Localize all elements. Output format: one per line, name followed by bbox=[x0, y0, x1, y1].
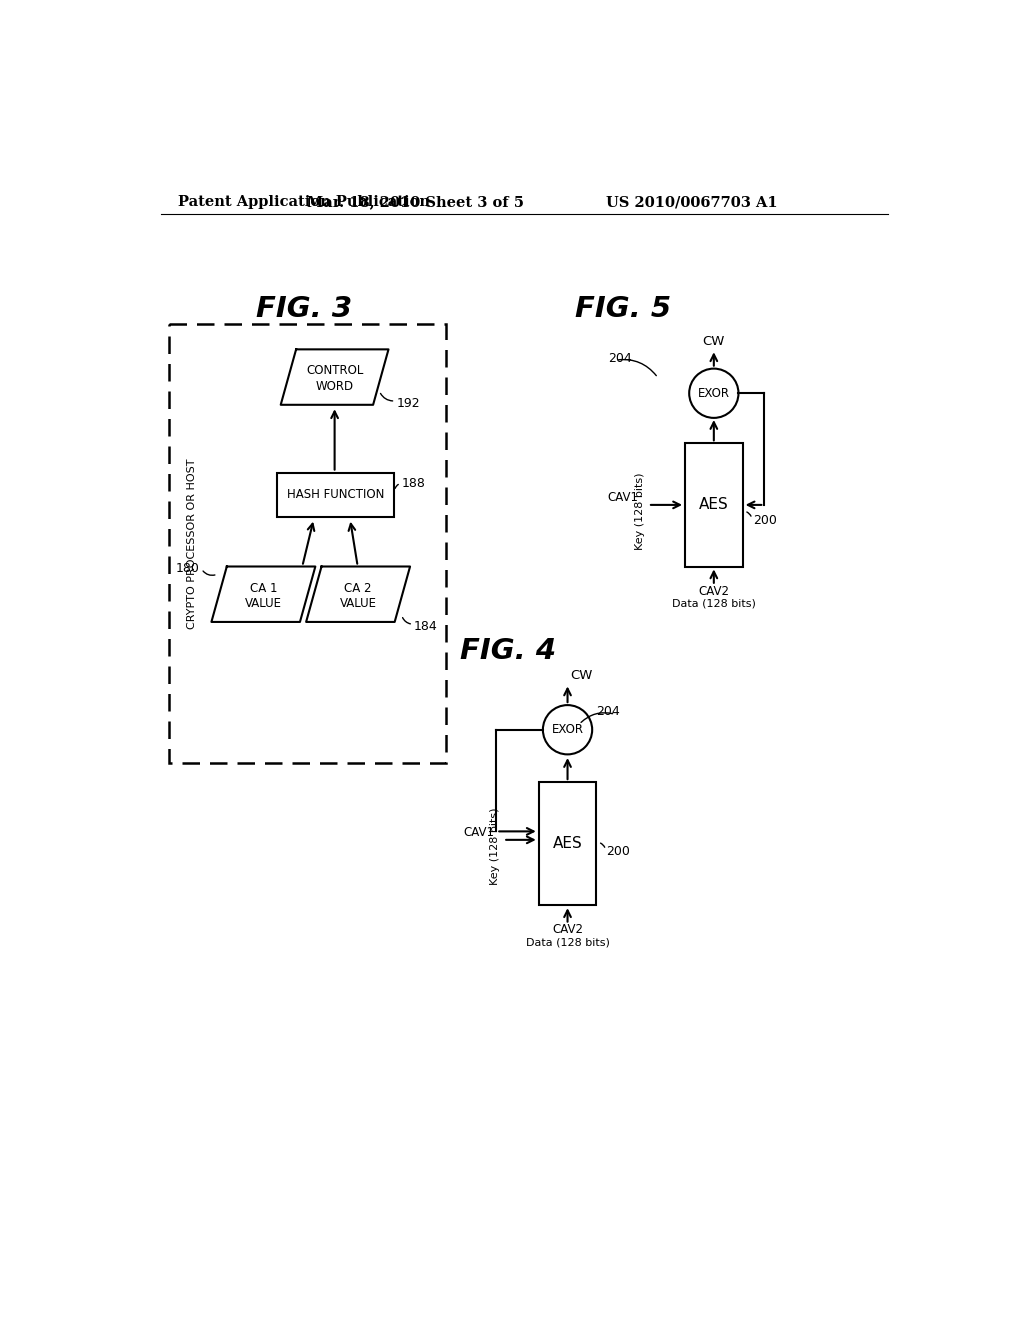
Text: 184: 184 bbox=[414, 620, 437, 634]
Text: 180: 180 bbox=[176, 561, 200, 574]
Text: AES: AES bbox=[699, 498, 729, 512]
Circle shape bbox=[543, 705, 592, 755]
Polygon shape bbox=[211, 566, 315, 622]
Text: CA 1: CA 1 bbox=[250, 582, 278, 594]
Text: HASH FUNCTION: HASH FUNCTION bbox=[287, 488, 384, 502]
FancyArrowPatch shape bbox=[402, 618, 411, 624]
FancyArrowPatch shape bbox=[395, 484, 398, 488]
Text: CW: CW bbox=[702, 335, 725, 348]
Text: Key (128 bits): Key (128 bits) bbox=[635, 473, 645, 550]
Text: VALUE: VALUE bbox=[245, 597, 282, 610]
Text: FIG. 5: FIG. 5 bbox=[575, 294, 672, 322]
Text: Mar. 18, 2010 Sheet 3 of 5: Mar. 18, 2010 Sheet 3 of 5 bbox=[307, 195, 524, 210]
Text: 200: 200 bbox=[753, 513, 776, 527]
FancyArrowPatch shape bbox=[600, 843, 605, 847]
Text: CW: CW bbox=[570, 669, 593, 682]
FancyArrowPatch shape bbox=[581, 713, 612, 722]
Text: Patent Application Publication: Patent Application Publication bbox=[178, 195, 430, 210]
Text: Key (128 bits): Key (128 bits) bbox=[490, 808, 500, 884]
FancyArrowPatch shape bbox=[381, 393, 392, 401]
Text: FIG. 4: FIG. 4 bbox=[460, 638, 556, 665]
FancyArrowPatch shape bbox=[203, 572, 215, 576]
Text: FIG. 3: FIG. 3 bbox=[256, 294, 352, 322]
Text: AES: AES bbox=[553, 836, 583, 851]
Text: CRYPTO PROCESSOR OR HOST: CRYPTO PROCESSOR OR HOST bbox=[187, 458, 198, 628]
Text: 204: 204 bbox=[596, 705, 620, 718]
Text: CAV2: CAV2 bbox=[552, 924, 583, 936]
Bar bbox=[169, 323, 446, 763]
Text: CAV1: CAV1 bbox=[608, 491, 639, 504]
Text: CONTROL: CONTROL bbox=[306, 364, 364, 378]
Text: Data (128 bits): Data (128 bits) bbox=[672, 598, 756, 609]
Text: CA 2: CA 2 bbox=[344, 582, 372, 594]
Text: CAV2: CAV2 bbox=[698, 585, 729, 598]
FancyArrowPatch shape bbox=[618, 359, 656, 376]
Bar bbox=[276, 473, 394, 517]
Bar bbox=[685, 444, 742, 566]
Text: US 2010/0067703 A1: US 2010/0067703 A1 bbox=[606, 195, 778, 210]
Polygon shape bbox=[306, 566, 410, 622]
Text: 188: 188 bbox=[401, 477, 426, 490]
Text: WORD: WORD bbox=[315, 380, 353, 393]
Text: CAV1: CAV1 bbox=[463, 825, 494, 838]
Circle shape bbox=[689, 368, 738, 418]
Text: EXOR: EXOR bbox=[697, 387, 730, 400]
Text: 204: 204 bbox=[608, 352, 632, 366]
Text: VALUE: VALUE bbox=[340, 597, 377, 610]
Bar bbox=[539, 781, 596, 906]
Text: 200: 200 bbox=[606, 845, 631, 858]
FancyArrowPatch shape bbox=[746, 512, 751, 516]
Text: EXOR: EXOR bbox=[552, 723, 584, 737]
Text: 192: 192 bbox=[396, 397, 420, 409]
Polygon shape bbox=[281, 350, 388, 405]
Text: Data (128 bits): Data (128 bits) bbox=[525, 937, 609, 948]
